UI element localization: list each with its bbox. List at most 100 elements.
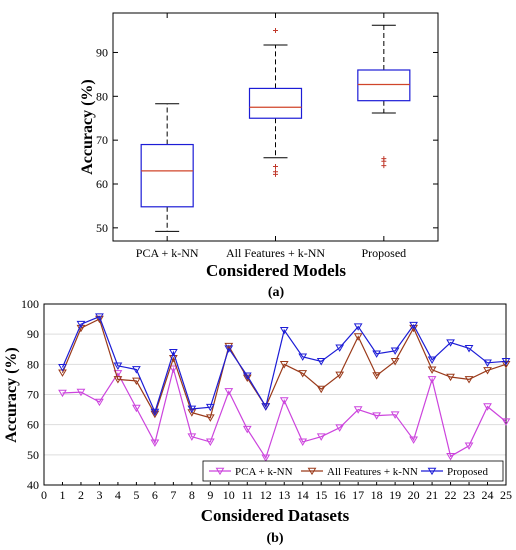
data-point-marker — [76, 388, 86, 397]
data-point-marker — [224, 342, 234, 351]
data-point-marker — [353, 323, 363, 331]
data-point-marker — [446, 339, 455, 347]
x-tick-label: 23 — [463, 488, 475, 502]
data-point-marker — [353, 333, 363, 341]
data-point-marker — [58, 364, 67, 372]
data-point-marker — [335, 424, 345, 432]
y-tick-label: 50 — [27, 448, 39, 462]
box-plot-x-axis-label: Considered Models — [206, 261, 346, 280]
data-point-marker — [132, 377, 141, 386]
x-tick-label: 2 — [78, 488, 84, 502]
data-point-marker — [242, 372, 252, 380]
box-iqr — [357, 69, 411, 102]
x-tick-label: 22 — [445, 488, 457, 502]
line-chart-y-axis-label: Accuracy (%) — [3, 347, 20, 443]
box-plot-y-ticks: 50 60 70 80 90 — [96, 45, 438, 235]
y-tick-label: 90 — [96, 45, 108, 59]
x-tick-label: 6 — [152, 488, 158, 502]
data-point-marker — [464, 376, 474, 384]
data-point-marker — [113, 376, 123, 384]
x-tick-label: 16 — [334, 488, 346, 502]
series-line — [62, 366, 507, 460]
y-tick-label: 40 — [27, 478, 39, 492]
x-tick-label: 12 — [260, 488, 272, 502]
data-point-marker — [279, 361, 289, 369]
x-tick-label: Proposed — [361, 246, 406, 260]
line-chart-series — [58, 313, 511, 462]
x-tick-label: 20 — [408, 488, 420, 502]
data-point-marker — [58, 389, 67, 398]
line-chart-panel-label: (b) — [266, 531, 283, 546]
x-tick-label: 1 — [59, 488, 65, 502]
data-point-marker — [353, 406, 363, 414]
x-tick-label: 18 — [371, 488, 383, 502]
legend-label: Proposed — [447, 466, 488, 478]
data-point-marker — [95, 313, 104, 321]
x-tick-label: 14 — [297, 488, 309, 502]
x-tick-label: 21 — [426, 488, 438, 502]
data-point-marker — [316, 358, 326, 366]
data-point-marker — [335, 344, 345, 352]
x-tick-label: 5 — [133, 488, 139, 502]
series-line — [61, 315, 507, 414]
outlier-point — [381, 163, 387, 169]
line-chart-legend: PCA + k-NN All Features + k-NN Proposed — [202, 460, 504, 482]
box-iqr — [248, 87, 303, 119]
data-point-marker — [298, 438, 308, 446]
x-tick-label: 0 — [41, 488, 47, 502]
x-tick-label: 9 — [207, 488, 213, 502]
y-tick-label: 50 — [96, 221, 108, 235]
x-tick-label: 17 — [352, 488, 364, 502]
line-chart-x-axis-label: Considered Datasets — [201, 506, 350, 525]
legend-label: All Features + k-NN — [327, 466, 418, 478]
line-chart-x-ticks: 0 1 2 3 4 5 6 7 8 9 10 11 12 13 14 15 16 17 18 19 20 21 22 23 24… — [41, 482, 512, 502]
data-point-marker — [113, 362, 123, 370]
data-point-marker — [279, 397, 289, 405]
line-chart-frame — [43, 303, 507, 486]
data-point-marker — [501, 418, 511, 426]
data-point-marker — [76, 320, 86, 329]
legend-marker — [215, 467, 225, 476]
y-tick-label: 70 — [27, 388, 39, 402]
data-point-marker — [483, 359, 492, 367]
data-point-marker — [427, 366, 437, 374]
data-point-marker — [187, 405, 197, 414]
x-tick-label: 19 — [389, 488, 401, 502]
data-point-marker — [427, 376, 437, 384]
x-tick-label: 4 — [115, 488, 121, 502]
x-tick-label: 11 — [241, 488, 253, 502]
x-tick-label: 15 — [315, 488, 327, 502]
data-point-marker — [224, 388, 234, 396]
data-point-marker — [298, 353, 308, 361]
x-tick-label: 10 — [223, 488, 235, 502]
data-point-marker — [168, 348, 178, 357]
data-point-marker — [224, 345, 234, 353]
data-point-marker — [427, 356, 437, 364]
y-tick-label: 100 — [21, 297, 39, 311]
data-point-marker — [483, 367, 492, 375]
data-point-marker — [205, 438, 215, 446]
data-point-marker — [390, 411, 400, 419]
data-point-marker — [316, 433, 326, 441]
data-point-marker — [464, 442, 474, 450]
box-iqr — [140, 143, 194, 208]
box-plot-y-axis-label: Accuracy (%) — [79, 79, 96, 175]
box-plot-panel-label: (a) — [268, 285, 285, 300]
data-point-marker — [150, 408, 160, 417]
data-point-marker — [150, 439, 160, 447]
x-tick-label: 24 — [482, 488, 494, 502]
legend-box — [202, 460, 504, 482]
data-point-marker — [409, 321, 418, 330]
data-point-marker — [242, 425, 252, 434]
data-point-marker — [390, 347, 400, 355]
legend-marker — [427, 467, 437, 476]
data-point-marker — [132, 366, 141, 374]
outlier-point — [381, 158, 387, 164]
data-point-marker — [316, 385, 326, 394]
x-tick-label: 7 — [170, 488, 176, 502]
data-point-marker — [261, 403, 271, 411]
x-tick-label: All Features + k-NN — [226, 246, 325, 260]
data-point-marker — [261, 454, 271, 462]
data-point-marker — [95, 398, 104, 407]
